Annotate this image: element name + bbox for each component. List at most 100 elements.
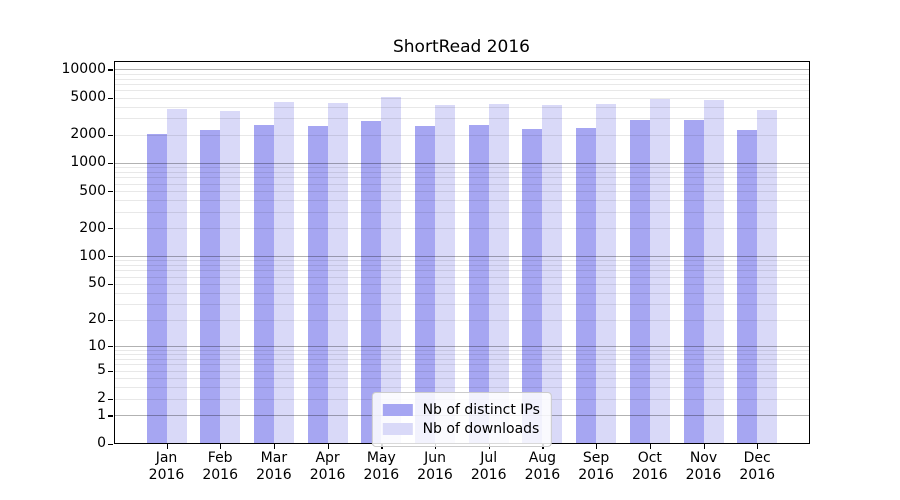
bar-downloads-jan [166,109,187,444]
bar-downloads-nov [703,100,724,444]
y-axis-tick-label: 10 [88,337,106,354]
major-gridline [113,256,810,258]
minor-gridline [113,167,810,169]
x-axis-tick-label: Feb 2016 [202,450,238,483]
bar-distinct-ips-oct [629,120,650,444]
minor-gridline [113,118,810,120]
y-axis-tick-label: 20 [88,311,106,328]
x-axis-tick-label: Jan 2016 [148,450,185,483]
x-axis-tick-label: Apr 2016 [309,450,346,483]
minor-gridline [113,177,810,179]
minor-gridline [113,292,810,294]
legend-entry-downloads: Nb of downloads [382,421,540,437]
y-axis-tick [108,283,113,286]
minor-gridline [113,378,810,380]
y-axis-tick-label: 500 [79,182,106,199]
legend: Nb of distinct IPs Nb of downloads [371,392,552,447]
y-axis-tick-label: 2000 [70,126,106,143]
x-axis-tick-label: Mar 2016 [256,450,292,483]
y-axis-tick [108,398,113,401]
minor-gridline [113,270,810,272]
y-axis-tick-label: 10000 [61,60,106,77]
x-axis-tick-label: Nov 2016 [685,450,722,483]
minor-gridline [113,228,810,230]
bar-distinct-ips-nov [683,120,704,444]
y-axis-tick-label: 50 [88,275,106,292]
bar-downloads-may [381,97,402,444]
legend-swatch [382,404,413,416]
minor-gridline [113,350,810,351]
bar-distinct-ips-jul [468,125,489,444]
y-axis-tick-label: 0 [97,435,106,451]
bar-downloads-jul [488,103,509,444]
minor-gridline [113,200,810,202]
y-axis-tick [108,162,113,165]
minor-gridline [113,90,810,92]
x-axis-tick-label: May 2016 [363,450,400,483]
bar-downloads-aug [542,105,563,444]
major-gridline [113,162,810,164]
legend-entry-distinct-ips: Nb of distinct IPs [382,402,540,418]
bar-distinct-ips-dec [737,130,758,444]
x-axis-tick [596,444,598,449]
x-axis-tick [757,444,759,449]
x-axis-tick [220,444,222,449]
minor-gridline [113,97,810,99]
bar-distinct-ips-mar [253,125,274,444]
minor-gridline [113,183,810,185]
x-axis-tick [703,444,705,449]
legend-label: Nb of distinct IPs [422,402,540,418]
y-axis-tick-label: 5000 [70,89,106,106]
bar-distinct-ips-apr [307,125,328,444]
y-axis-tick-label: 1 [97,406,106,423]
x-axis-tick [649,444,652,449]
bar-downloads-mar [273,102,294,444]
minor-gridline [113,260,810,262]
x-axis-tick-label: Aug 2016 [524,450,561,483]
minor-gridline [113,265,810,267]
minor-gridline [113,106,810,108]
minor-gridline [113,211,810,213]
y-axis-tick [108,319,113,322]
y-axis-tick-label: 200 [79,219,106,236]
y-axis-tick [108,443,113,445]
chart-title: ShortRead 2016 [392,37,530,57]
y-axis-tick [108,415,113,417]
y-axis-tick [108,134,113,137]
minor-gridline [113,276,810,278]
bar-distinct-ips-jan [146,133,167,444]
y-axis-tick-label: 2 [97,390,106,407]
minor-gridline [113,354,810,356]
minor-gridline [113,78,810,80]
bar-downloads-apr [327,103,348,444]
major-gridline [113,69,810,71]
minor-gridline [113,134,810,136]
y-axis-tick [108,256,113,258]
x-axis-tick [166,444,168,449]
minor-gridline [113,73,810,75]
y-axis-tick-label: 5 [97,362,106,379]
minor-gridline [113,172,810,173]
bar-distinct-ips-jun [415,126,435,444]
y-axis-tick-label: 100 [79,247,106,264]
bar-distinct-ips-feb [200,129,221,444]
bar-downloads-sep [596,104,617,444]
bar-downloads-feb [220,110,241,444]
x-axis-tick [327,444,329,449]
minor-gridline [113,319,810,321]
y-axis-tick [108,191,113,193]
y-axis-tick [108,370,113,373]
bar-downloads-oct [649,99,670,444]
x-axis-tick [273,444,276,449]
bar-distinct-ips-aug [522,129,543,444]
x-axis-tick-label: Jul 2016 [470,450,507,483]
minor-gridline [113,83,810,85]
y-axis-tick-label: 1000 [70,154,106,171]
x-axis-tick-label: Oct 2016 [631,450,668,483]
major-gridline [113,346,810,348]
legend-swatch [382,423,413,435]
minor-gridline [113,370,810,372]
minor-gridline [113,364,810,366]
minor-gridline [113,304,810,306]
bar-distinct-ips-may [361,121,382,444]
